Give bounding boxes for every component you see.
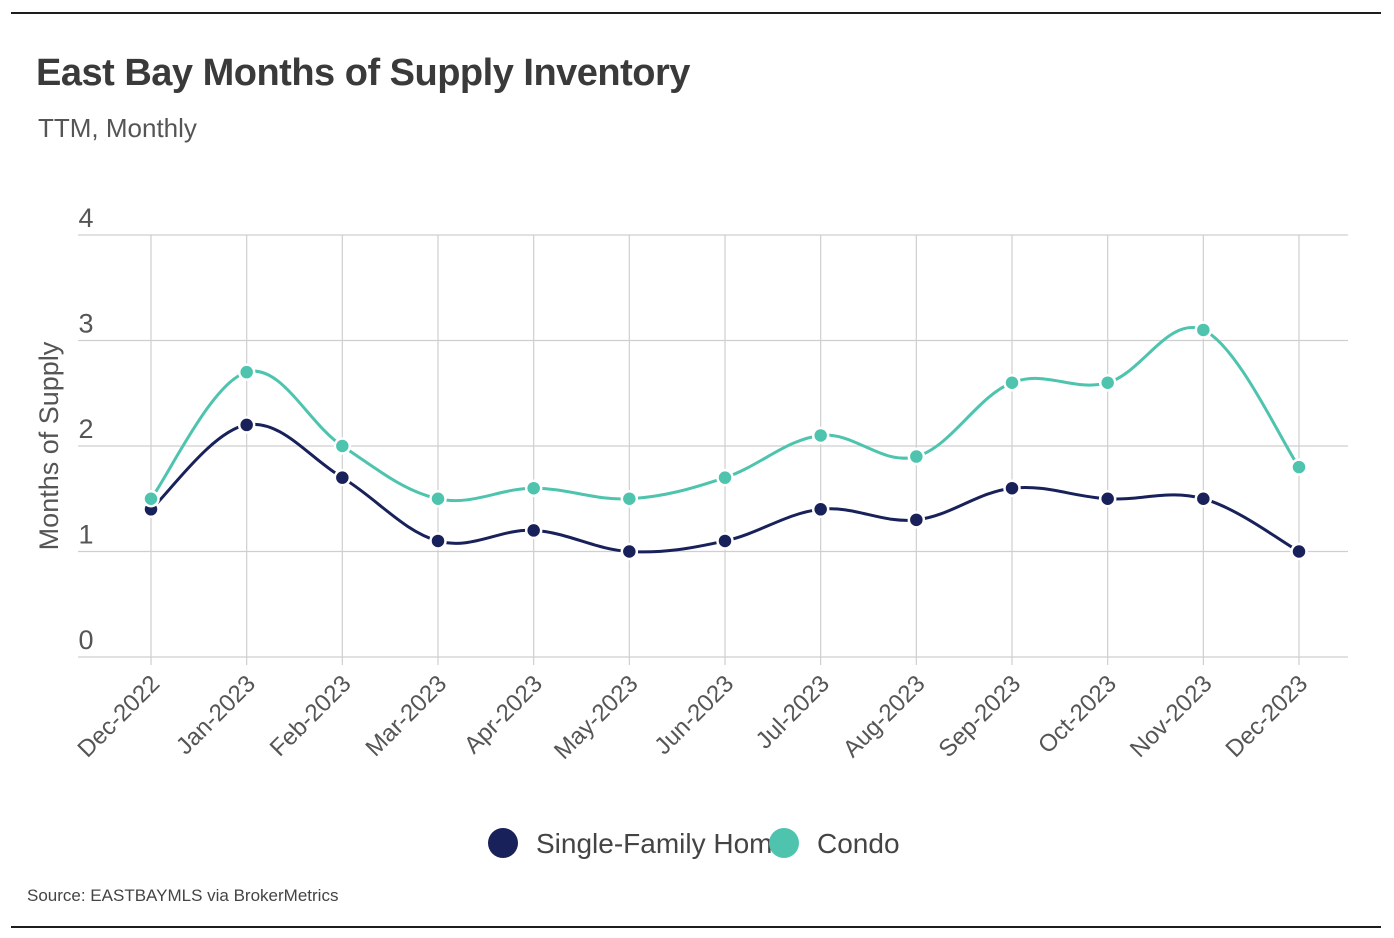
y-axis-label: Months of Supply xyxy=(34,341,64,550)
y-tick-label: 4 xyxy=(78,203,93,233)
x-tick-label: Jul-2023 xyxy=(751,670,835,754)
x-tick-label: Feb-2023 xyxy=(265,670,357,762)
y-tick-label: 2 xyxy=(78,414,93,444)
data-point-condo xyxy=(1194,321,1213,339)
data-point-condo xyxy=(333,437,352,455)
data-point-single-family xyxy=(237,416,256,434)
data-point-condo xyxy=(1098,373,1117,392)
data-point-condo xyxy=(429,490,447,508)
x-tick-label: Oct-2023 xyxy=(1033,670,1122,759)
x-tick-label: Mar-2023 xyxy=(361,670,453,762)
data-point-condo xyxy=(142,490,160,508)
data-point-condo xyxy=(237,363,256,381)
data-point-condo xyxy=(811,426,830,445)
x-tick-label: May-2023 xyxy=(549,670,644,765)
series-line-condo xyxy=(149,326,1301,503)
data-point-condo xyxy=(620,490,639,508)
data-point-condo xyxy=(907,447,926,466)
chart-title: East Bay Months of Supply Inventory xyxy=(36,52,690,94)
x-axis-ticks: Dec-2022 Jan-2023 Feb-2023 Mar-2023 Apr-2023… xyxy=(73,670,1314,765)
data-point-single-family xyxy=(1098,490,1117,508)
grid-lines xyxy=(78,234,1348,665)
data-point-single-family xyxy=(907,511,926,529)
data-point-single-family xyxy=(524,521,543,540)
data-point-single-family xyxy=(1003,479,1021,497)
legend-swatch-single-family xyxy=(488,828,518,858)
data-point-single-family xyxy=(429,532,447,550)
x-tick-label: Dec-2022 xyxy=(73,670,166,763)
x-tick-label: Aug-2023 xyxy=(838,670,931,763)
data-point-single-family xyxy=(620,542,639,561)
y-axis-ticks: 0 1 2 3 4 xyxy=(78,203,93,655)
top-rule xyxy=(11,12,1381,14)
data-point-single-family xyxy=(811,500,830,519)
y-tick-label: 1 xyxy=(78,520,93,550)
bottom-rule xyxy=(11,926,1381,928)
x-tick-label: Nov-2023 xyxy=(1125,670,1218,763)
data-point-condo xyxy=(1290,458,1308,476)
chart-subtitle: TTM, Monthly xyxy=(38,113,197,143)
x-tick-label: Sep-2023 xyxy=(934,670,1027,763)
x-tick-label: Jun-2023 xyxy=(649,670,739,760)
legend-label-condo: Condo xyxy=(817,828,900,859)
data-point-condo xyxy=(524,479,543,497)
legend: Single-Family Home Condo xyxy=(488,828,900,859)
legend-swatch-condo xyxy=(769,828,799,858)
data-point-single-family xyxy=(1290,542,1308,561)
y-tick-label: 0 xyxy=(78,625,93,655)
data-point-single-family xyxy=(716,532,734,550)
x-tick-label: Dec-2023 xyxy=(1221,670,1314,763)
data-point-condo xyxy=(716,468,734,487)
x-tick-label: Apr-2023 xyxy=(459,670,548,759)
source-note: Source: EASTBAYMLS via BrokerMetrics xyxy=(27,886,339,905)
y-tick-label: 3 xyxy=(78,309,93,339)
x-tick-label: Jan-2023 xyxy=(171,670,261,760)
series-points xyxy=(142,321,1308,561)
data-point-single-family xyxy=(1194,490,1213,508)
data-point-single-family xyxy=(333,468,352,487)
legend-label-single-family: Single-Family Home xyxy=(536,828,788,859)
data-point-condo xyxy=(1003,373,1021,392)
